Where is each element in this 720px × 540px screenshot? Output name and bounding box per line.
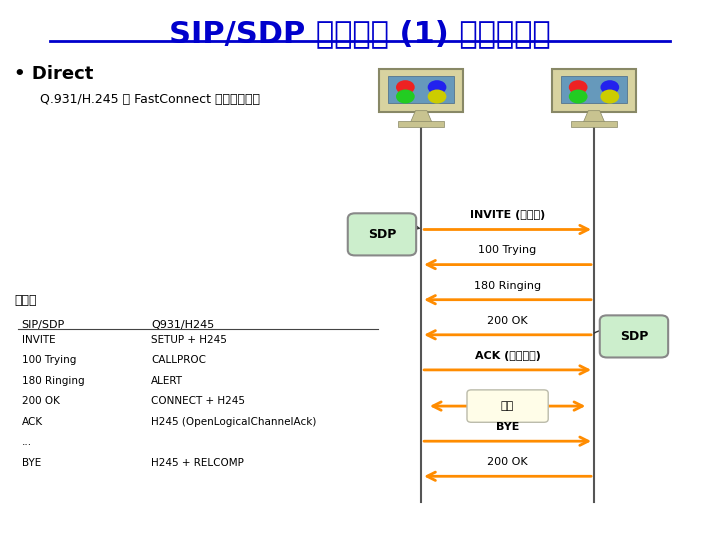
Bar — [571, 122, 617, 127]
Text: ALERT: ALERT — [151, 376, 183, 386]
Circle shape — [600, 80, 619, 94]
Text: 100 Trying: 100 Trying — [479, 245, 536, 255]
Text: CONNECT + H245: CONNECT + H245 — [151, 396, 246, 407]
FancyBboxPatch shape — [467, 390, 548, 422]
Text: • Direct: • Direct — [14, 65, 94, 83]
FancyBboxPatch shape — [600, 315, 668, 357]
Text: BYE: BYE — [22, 458, 41, 468]
Text: 200 OK: 200 OK — [487, 457, 528, 467]
Circle shape — [396, 80, 415, 94]
Text: CALLPROC: CALLPROC — [151, 355, 206, 366]
Text: 200 OK: 200 OK — [487, 315, 528, 326]
Circle shape — [569, 90, 588, 104]
Circle shape — [428, 80, 446, 94]
Text: ACK (確認応答): ACK (確認応答) — [474, 350, 541, 361]
Text: 180 Ringing: 180 Ringing — [22, 376, 84, 386]
Polygon shape — [410, 111, 432, 123]
Text: SIP/SDP: SIP/SDP — [22, 320, 65, 330]
Text: H245 (OpenLogicalChannelAck): H245 (OpenLogicalChannelAck) — [151, 417, 317, 427]
Text: INVITE (呼設定): INVITE (呼設定) — [470, 210, 545, 220]
FancyBboxPatch shape — [379, 69, 463, 112]
Text: Q931/H245: Q931/H245 — [151, 320, 215, 330]
Text: SETUP + H245: SETUP + H245 — [151, 335, 227, 345]
FancyBboxPatch shape — [348, 213, 416, 255]
Text: ACK: ACK — [22, 417, 42, 427]
Text: 200 OK: 200 OK — [22, 396, 60, 407]
Bar — [398, 122, 444, 127]
Circle shape — [600, 90, 619, 104]
Text: SDP: SDP — [620, 330, 648, 343]
FancyBboxPatch shape — [552, 69, 636, 112]
FancyBboxPatch shape — [561, 76, 627, 103]
Polygon shape — [583, 111, 605, 123]
Circle shape — [396, 90, 415, 104]
Text: 通話: 通話 — [501, 401, 514, 411]
Text: BYE: BYE — [496, 422, 519, 432]
Text: H245 + RELCOMP: H245 + RELCOMP — [151, 458, 244, 468]
Text: Q.931/H.245 の FastConnect と同様の手順: Q.931/H.245 の FastConnect と同様の手順 — [40, 93, 260, 106]
Text: ...: ... — [22, 437, 32, 448]
Text: 100 Trying: 100 Trying — [22, 355, 76, 366]
FancyBboxPatch shape — [388, 76, 454, 103]
Text: 180 Ringing: 180 Ringing — [474, 280, 541, 291]
Text: INVITE: INVITE — [22, 335, 55, 345]
Circle shape — [428, 90, 446, 104]
Text: SIP/SDP の使い方 (1) 基本モード: SIP/SDP の使い方 (1) 基本モード — [169, 19, 551, 48]
Text: 対比：: 対比： — [14, 294, 37, 307]
Text: SDP: SDP — [368, 228, 396, 241]
Circle shape — [569, 80, 588, 94]
